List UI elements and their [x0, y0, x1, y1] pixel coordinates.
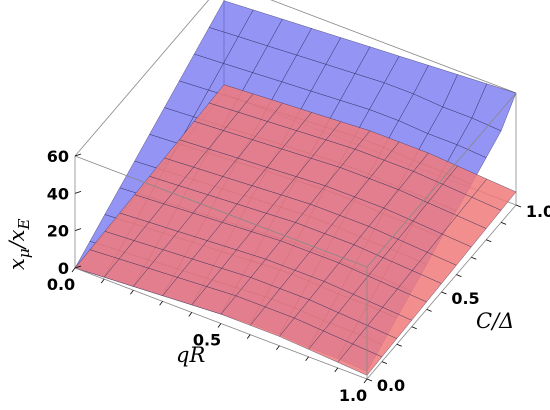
z-tick-label: 0: [58, 259, 69, 278]
z-tick-label: 20: [47, 222, 69, 241]
mesh-cell: [337, 343, 383, 376]
y-tick: [486, 239, 492, 243]
y-tick-label: 0.0: [377, 376, 405, 395]
y-tick: [456, 274, 462, 277]
y-tick: [411, 326, 417, 330]
x-tick: [159, 301, 163, 306]
z-tick: [74, 265, 82, 269]
surfaces: [74, 0, 517, 376]
x-tick: [305, 356, 309, 362]
z-tick: [74, 228, 82, 232]
x-tick-label: 0.0: [47, 275, 75, 294]
y-tick: [441, 291, 447, 295]
y-tick: [515, 204, 522, 208]
box-edge: [270, 0, 517, 94]
x-tick-label: 1.0: [339, 386, 367, 405]
z-tick-label: 40: [47, 184, 69, 203]
z-tick: [74, 190, 82, 194]
y-tick: [500, 222, 507, 225]
x-tick: [71, 267, 76, 273]
z-tick-label: 60: [47, 147, 69, 166]
z-tick: [74, 153, 82, 157]
y-tick-label: 1.0: [526, 202, 550, 221]
x-tick: [130, 289, 134, 295]
z-axis-title: xμ/xE: [5, 218, 33, 270]
box-edge: [74, 155, 368, 268]
y-tick: [366, 378, 373, 382]
y-tick-label: 0.5: [451, 289, 479, 308]
x-tick: [363, 378, 368, 384]
x-tick: [188, 312, 193, 317]
surface-series-2: [74, 84, 517, 376]
box-edge: [366, 92, 517, 268]
y-tick: [471, 256, 477, 260]
y-tick: [396, 343, 402, 347]
axis-ticks: 0 20 40 60 0.0 0.5 1.0 0.0 0.5 1.0: [47, 147, 550, 405]
x-tick: [246, 334, 251, 339]
y-tick: [426, 309, 432, 312]
box-edge: [74, 0, 210, 157]
y-tick: [381, 361, 388, 364]
x-tick: [334, 367, 339, 373]
x-tick-label: 0.5: [193, 331, 221, 350]
x-tick: [276, 345, 280, 350]
x-axis-title: qR: [176, 343, 205, 367]
y-axis-title: C/Δ: [476, 309, 514, 333]
x-tick: [217, 323, 222, 328]
x-tick: [100, 278, 105, 284]
